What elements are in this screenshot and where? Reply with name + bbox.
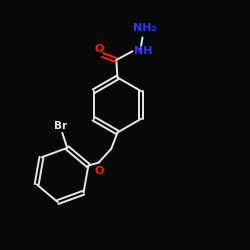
Text: NH: NH: [134, 46, 152, 56]
Text: O: O: [94, 166, 104, 176]
Text: NH₂: NH₂: [132, 22, 156, 32]
Text: Br: Br: [54, 121, 68, 131]
Text: O: O: [95, 44, 104, 54]
